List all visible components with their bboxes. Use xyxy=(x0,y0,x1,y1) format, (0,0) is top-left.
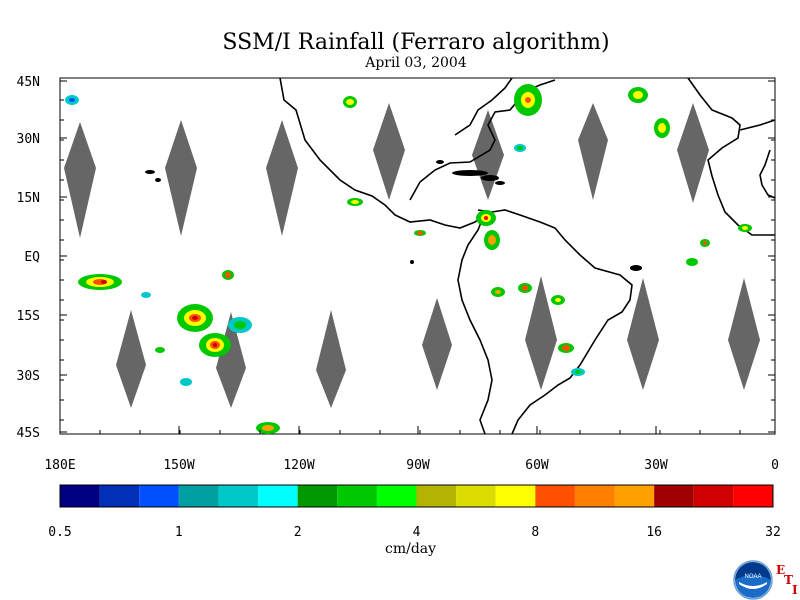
colorbar xyxy=(59,484,774,508)
lon-label: 120W xyxy=(283,458,314,473)
lat-label: 30N xyxy=(17,132,40,147)
lat-label: 45N xyxy=(17,75,40,90)
map-date: April 03, 2004 xyxy=(365,55,467,71)
eti-letter-t: T xyxy=(784,573,793,587)
latitude-labels: 45N 30N 15N EQ 15S 30S 45S xyxy=(17,75,41,441)
colorbar-swatch xyxy=(495,485,536,507)
lat-label: 15N xyxy=(17,191,40,206)
colorbar-swatch xyxy=(416,485,457,507)
map-title: SSM/I Rainfall (Ferraro algorithm) xyxy=(222,30,610,55)
svg-text:NOAA: NOAA xyxy=(744,574,761,580)
colorbar-swatch xyxy=(218,485,259,507)
colorbar-swatch xyxy=(574,485,615,507)
lat-label: EQ xyxy=(24,250,40,265)
colorbar-swatch xyxy=(178,485,219,507)
eti-letter-i: I xyxy=(792,583,798,597)
lat-label: 45S xyxy=(17,426,40,441)
islands xyxy=(145,160,642,271)
colorbar-tick-label: 1 xyxy=(175,525,183,540)
colorbar-tick-label: 0.5 xyxy=(48,525,71,540)
lon-label: 0 xyxy=(771,458,779,473)
colorbar-swatch xyxy=(139,485,179,507)
colorbar-labels: 0.5 1 2 4 8 16 32 xyxy=(48,525,781,540)
colorbar-swatch xyxy=(297,485,338,507)
lon-label: 90W xyxy=(406,458,430,473)
lat-label: 30S xyxy=(17,369,40,384)
lon-label: 60W xyxy=(525,458,549,473)
colorbar-swatch xyxy=(99,485,140,507)
lon-label: 180E xyxy=(44,458,75,473)
colorbar-swatch xyxy=(337,485,377,507)
eti-letter-e: E xyxy=(776,563,786,577)
colorbar-swatch xyxy=(614,485,655,507)
colorbar-swatch xyxy=(693,485,734,507)
data-gap-regions xyxy=(64,103,760,408)
colorbar-tick-label: 2 xyxy=(294,525,302,540)
colorbar-tick-label: 32 xyxy=(765,525,781,540)
lon-label: 150W xyxy=(163,458,194,473)
colorbar-swatch xyxy=(535,485,575,507)
colorbar-tick-label: 16 xyxy=(646,525,662,540)
colorbar-swatch xyxy=(654,485,694,507)
lat-label: 15S xyxy=(17,309,40,324)
longitude-labels: 180E 150W 120W 90W 60W 30W 0 xyxy=(44,458,779,473)
colorbar-swatch xyxy=(733,485,773,507)
axis-ticks xyxy=(59,80,776,434)
colorbar-swatch xyxy=(60,485,100,507)
colorbar-swatch xyxy=(456,485,496,507)
colorbar-swatch xyxy=(258,485,298,507)
colorbar-tick-label: 8 xyxy=(531,525,539,540)
rainfall-cells xyxy=(65,84,752,434)
noaa-logo-icon: NOAA xyxy=(733,560,773,600)
colorbar-tick-label: 4 xyxy=(413,525,421,540)
colorbar-unit: cm/day xyxy=(385,541,437,557)
lon-label: 30W xyxy=(644,458,668,473)
colorbar-swatch xyxy=(376,485,417,507)
